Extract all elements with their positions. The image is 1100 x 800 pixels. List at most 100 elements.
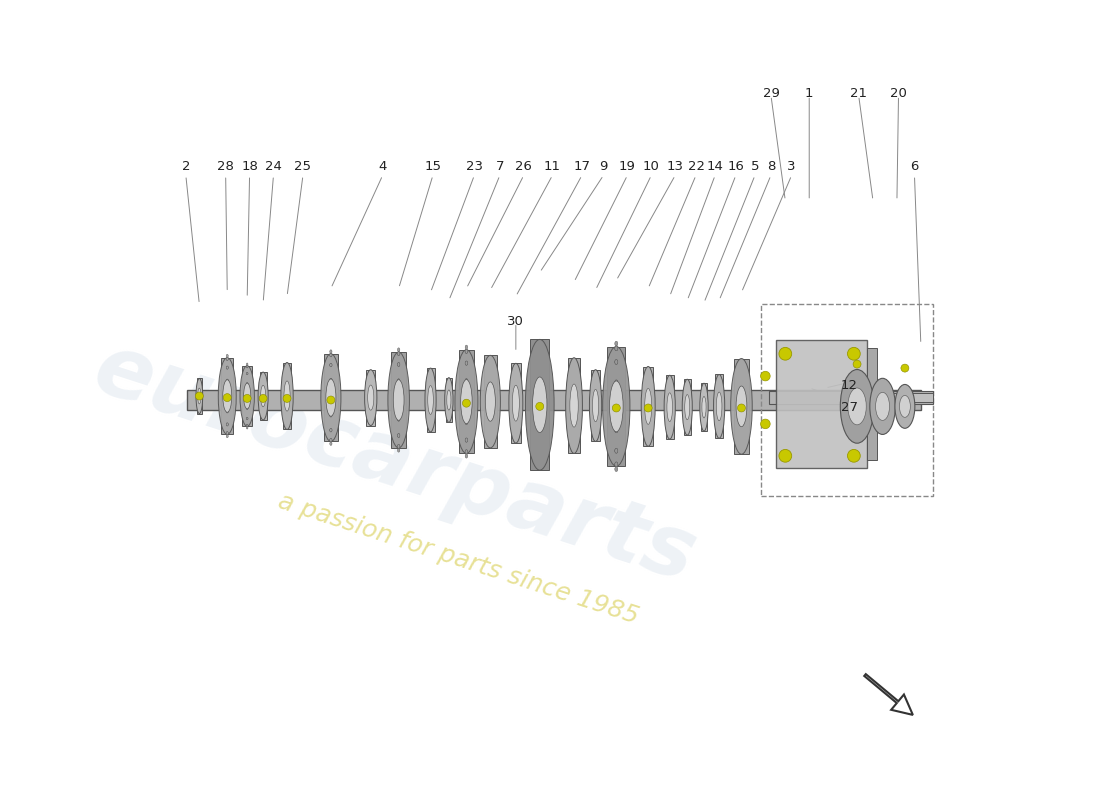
Text: 19: 19 bbox=[619, 160, 636, 173]
Ellipse shape bbox=[730, 358, 752, 454]
Ellipse shape bbox=[227, 358, 228, 361]
Ellipse shape bbox=[330, 438, 332, 442]
Ellipse shape bbox=[258, 372, 268, 420]
Ellipse shape bbox=[246, 418, 248, 420]
Bar bbox=[607, 346, 626, 466]
Ellipse shape bbox=[246, 382, 248, 385]
Text: 4: 4 bbox=[378, 160, 387, 173]
Ellipse shape bbox=[615, 346, 618, 350]
Ellipse shape bbox=[900, 395, 911, 418]
Ellipse shape bbox=[593, 390, 598, 422]
Ellipse shape bbox=[565, 358, 582, 454]
Bar bbox=[889, 393, 933, 402]
Text: 16: 16 bbox=[727, 160, 745, 173]
Ellipse shape bbox=[684, 394, 690, 420]
Text: 28: 28 bbox=[217, 160, 234, 173]
Ellipse shape bbox=[330, 378, 332, 382]
Ellipse shape bbox=[664, 375, 675, 439]
Ellipse shape bbox=[465, 345, 468, 350]
Bar bbox=[221, 358, 233, 434]
Ellipse shape bbox=[246, 366, 248, 368]
Text: 26: 26 bbox=[516, 160, 532, 173]
Ellipse shape bbox=[330, 363, 332, 367]
Bar bbox=[324, 354, 338, 442]
Ellipse shape bbox=[246, 372, 248, 374]
Ellipse shape bbox=[246, 372, 248, 374]
Text: 5: 5 bbox=[751, 160, 759, 173]
Circle shape bbox=[613, 404, 620, 412]
Ellipse shape bbox=[848, 388, 867, 425]
Ellipse shape bbox=[870, 378, 895, 434]
Ellipse shape bbox=[397, 434, 400, 438]
Ellipse shape bbox=[603, 346, 630, 466]
Text: 10: 10 bbox=[642, 160, 660, 173]
Text: 24: 24 bbox=[265, 160, 282, 173]
Ellipse shape bbox=[615, 359, 618, 364]
Text: 6: 6 bbox=[911, 160, 918, 173]
Ellipse shape bbox=[227, 394, 228, 398]
Ellipse shape bbox=[246, 382, 248, 385]
Ellipse shape bbox=[682, 379, 692, 435]
Bar bbox=[484, 355, 497, 448]
Text: 20: 20 bbox=[890, 86, 908, 99]
Text: 22: 22 bbox=[688, 160, 704, 173]
Text: 21: 21 bbox=[850, 86, 867, 99]
Ellipse shape bbox=[198, 388, 201, 404]
Ellipse shape bbox=[397, 352, 400, 355]
Ellipse shape bbox=[714, 374, 725, 438]
Ellipse shape bbox=[465, 350, 468, 354]
Bar bbox=[197, 378, 201, 414]
Text: a passion for parts since 1985: a passion for parts since 1985 bbox=[275, 490, 641, 630]
Circle shape bbox=[283, 394, 292, 402]
Ellipse shape bbox=[227, 358, 228, 361]
Ellipse shape bbox=[465, 438, 468, 442]
Text: 27: 27 bbox=[840, 402, 858, 414]
Ellipse shape bbox=[388, 352, 409, 448]
Ellipse shape bbox=[227, 410, 228, 413]
Ellipse shape bbox=[330, 429, 332, 432]
Ellipse shape bbox=[465, 399, 468, 404]
Circle shape bbox=[243, 394, 251, 402]
Ellipse shape bbox=[330, 429, 332, 432]
Circle shape bbox=[536, 402, 543, 410]
Ellipse shape bbox=[330, 396, 332, 399]
Bar bbox=[187, 390, 921, 410]
Ellipse shape bbox=[461, 379, 472, 424]
Ellipse shape bbox=[465, 361, 468, 365]
Ellipse shape bbox=[615, 466, 618, 471]
Ellipse shape bbox=[397, 445, 400, 448]
Bar bbox=[644, 366, 653, 446]
Ellipse shape bbox=[321, 354, 341, 442]
Text: 15: 15 bbox=[425, 160, 441, 173]
Ellipse shape bbox=[641, 366, 656, 446]
Ellipse shape bbox=[615, 359, 618, 364]
Bar bbox=[459, 350, 474, 454]
Ellipse shape bbox=[465, 450, 468, 454]
Ellipse shape bbox=[615, 404, 618, 409]
Text: 12: 12 bbox=[840, 379, 858, 392]
Bar bbox=[666, 375, 673, 439]
Ellipse shape bbox=[615, 404, 618, 409]
Ellipse shape bbox=[840, 370, 873, 443]
Ellipse shape bbox=[895, 385, 915, 428]
Circle shape bbox=[760, 419, 770, 429]
Ellipse shape bbox=[367, 385, 374, 410]
Ellipse shape bbox=[227, 423, 228, 426]
Text: 23: 23 bbox=[466, 160, 483, 173]
Ellipse shape bbox=[330, 414, 332, 417]
Ellipse shape bbox=[444, 378, 453, 422]
Ellipse shape bbox=[243, 383, 251, 409]
Ellipse shape bbox=[227, 434, 228, 438]
Text: 17: 17 bbox=[573, 160, 591, 173]
Ellipse shape bbox=[465, 420, 468, 425]
Ellipse shape bbox=[526, 339, 554, 470]
Ellipse shape bbox=[397, 348, 400, 352]
Text: 3: 3 bbox=[788, 160, 796, 173]
Ellipse shape bbox=[590, 370, 602, 442]
Ellipse shape bbox=[227, 394, 228, 398]
Ellipse shape bbox=[326, 379, 336, 416]
Ellipse shape bbox=[428, 386, 433, 414]
Circle shape bbox=[760, 371, 770, 381]
Ellipse shape bbox=[397, 379, 400, 382]
Bar bbox=[260, 372, 266, 420]
